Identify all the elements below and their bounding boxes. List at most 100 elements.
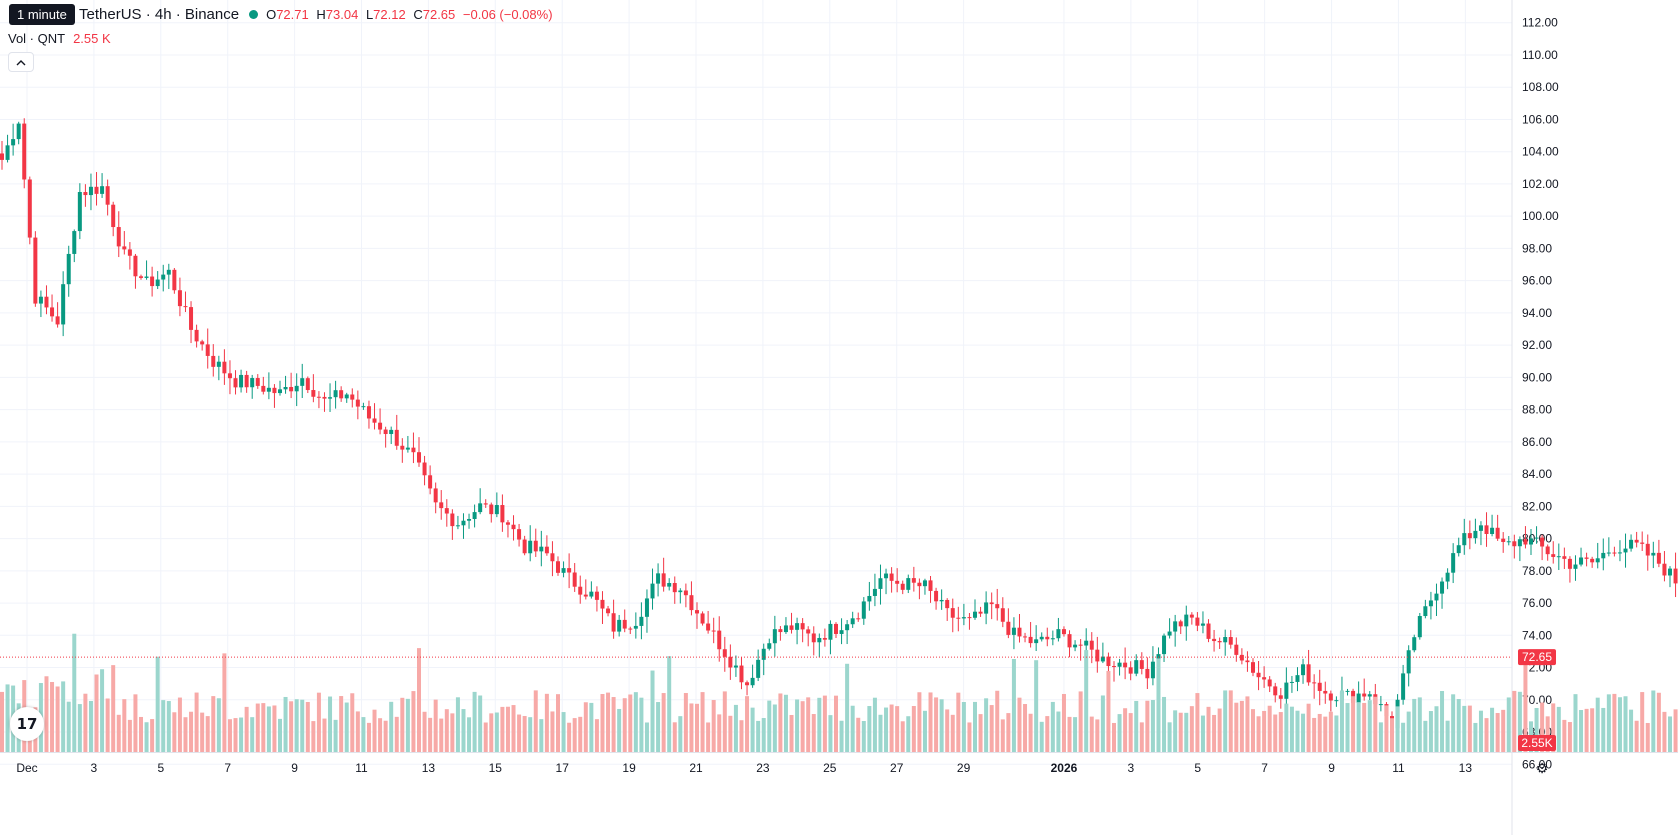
candle-body (683, 590, 688, 596)
volume-bar (66, 701, 71, 752)
candle-body (561, 568, 566, 573)
volume-bar (1317, 713, 1322, 752)
volume-bar (1173, 710, 1178, 752)
volume-bar (556, 694, 560, 752)
y-tick-label: 76.00 (1522, 596, 1552, 610)
volume-bar (756, 720, 761, 752)
candle-body (433, 488, 438, 503)
candle-body (1629, 539, 1634, 549)
candle-body (1073, 644, 1078, 648)
candle-body (1456, 545, 1461, 554)
collapse-legend-button[interactable] (8, 52, 34, 72)
volume-bar (250, 717, 255, 752)
candle-body (266, 387, 271, 392)
volume-bar (1084, 650, 1089, 752)
y-tick-label: 102.00 (1522, 177, 1559, 191)
candle-body (984, 602, 989, 614)
volume-bar (1056, 711, 1061, 752)
candle-body (372, 418, 377, 423)
candle-body (1017, 627, 1022, 637)
volume-bar (683, 693, 688, 752)
candle-body (750, 677, 755, 686)
tradingview-logo-icon[interactable]: 17 (10, 707, 44, 741)
candle-body (756, 659, 761, 678)
volume-bar (177, 697, 182, 752)
candle-body (500, 505, 505, 523)
volume-bar (589, 702, 594, 752)
candle-body (1028, 636, 1033, 644)
x-tick-label: Dec (16, 761, 37, 775)
volume-bar (1245, 696, 1250, 752)
candle-body (72, 231, 77, 254)
candle-body (389, 429, 394, 435)
candle-body (1556, 556, 1561, 558)
volume-bar (1073, 717, 1078, 752)
volume-bar (1656, 692, 1661, 752)
x-tick-label: 25 (823, 761, 837, 775)
candle-body (872, 588, 877, 596)
candle-body (600, 599, 605, 609)
candle-body (1573, 564, 1578, 569)
volume-bar (489, 713, 494, 752)
volume-bar (1328, 711, 1333, 752)
x-tick-label: 15 (489, 761, 503, 775)
candle-body (1562, 556, 1567, 559)
candle-body (77, 192, 82, 232)
volume-bar (772, 704, 777, 752)
volume-bar (884, 707, 889, 752)
symbol-title[interactable]: TetherUS · 4h · Binance (79, 6, 240, 23)
volume-bar (77, 704, 82, 752)
volume-bar (922, 710, 927, 752)
candle-body (255, 378, 260, 386)
y-tick-label: 90.00 (1522, 370, 1552, 384)
candle-body (1195, 617, 1200, 626)
candle-body (294, 385, 299, 392)
last-price-label: 72.65 (1522, 650, 1552, 664)
candle-body (1673, 568, 1678, 584)
volume-bar (444, 709, 449, 752)
volume-bar (1490, 707, 1495, 752)
volume-bar (1495, 713, 1500, 752)
candle-body (828, 623, 833, 640)
candle-body (1567, 558, 1572, 569)
candle-body (917, 582, 922, 587)
y-tick-label: 66.00 (1522, 757, 1552, 771)
candle-body (1223, 637, 1228, 643)
candle-body (177, 290, 182, 307)
candle-body (1123, 662, 1128, 668)
volume-bar (333, 719, 338, 752)
volume-bar (795, 699, 800, 752)
candle-body (1011, 627, 1016, 635)
candle-body (639, 616, 644, 626)
candle-body (439, 502, 444, 509)
volume-bar (155, 656, 160, 752)
x-tick-label: 7 (1261, 761, 1268, 775)
candle-body (1473, 530, 1478, 539)
volume-bar (839, 720, 844, 752)
gear-icon[interactable]: ⚙ (1535, 760, 1549, 776)
volume-bar (1228, 690, 1233, 752)
volume-bar (150, 719, 155, 752)
candle-body (61, 284, 66, 325)
candle-body (995, 604, 1000, 609)
candle-body (305, 378, 310, 391)
volume-bar (1156, 658, 1161, 752)
candle-body (1167, 631, 1172, 636)
volume-bar (1167, 722, 1172, 752)
volume-legend[interactable]: Vol · QNT 2.55 K (8, 31, 111, 46)
y-tick-label: 78.00 (1522, 564, 1552, 578)
volume-bar (906, 716, 911, 752)
y-tick-label: 86.00 (1522, 435, 1552, 449)
candle-body (789, 625, 794, 630)
volume-bar (461, 709, 466, 752)
candle-body (16, 123, 21, 140)
volume-bar (1089, 716, 1094, 752)
volume-bar (672, 722, 677, 752)
candle-body (261, 385, 266, 392)
volume-bar (227, 719, 232, 752)
candle-body (1540, 537, 1545, 547)
volume-bar (133, 694, 138, 752)
candle-body (1023, 636, 1028, 638)
candle-body (811, 633, 816, 643)
